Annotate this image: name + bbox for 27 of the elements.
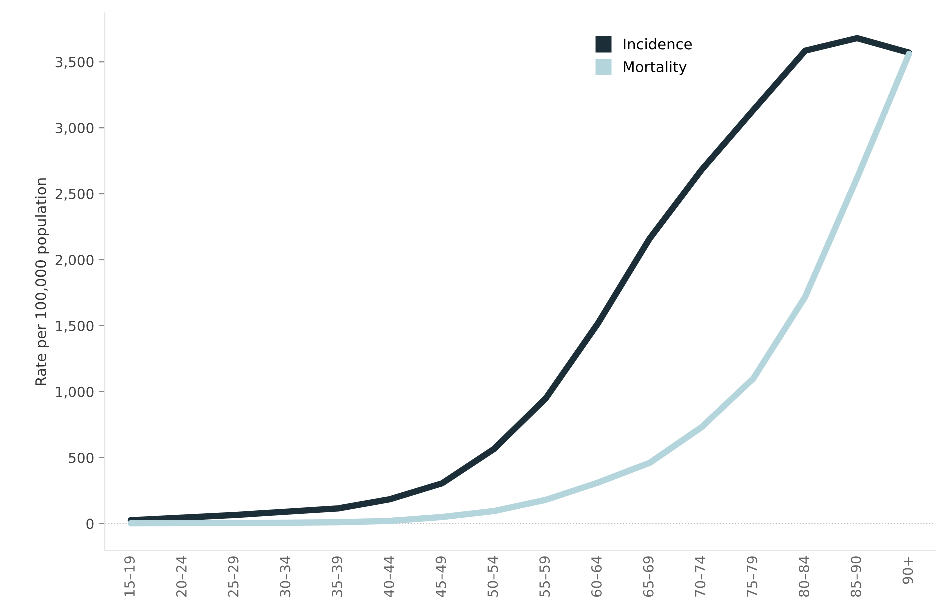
y-tick-label: 2,000 xyxy=(56,254,94,267)
legend-label: Mortality xyxy=(624,61,687,76)
x-tick-label: 15–19 xyxy=(124,556,136,596)
y-tick-label: 0 xyxy=(86,518,94,530)
x-tick-label: 55–59 xyxy=(540,556,550,597)
y-tick-label: 3,000 xyxy=(56,123,94,135)
legend-label: Incidence xyxy=(624,38,692,50)
x-tick-label: 30–34 xyxy=(280,556,291,597)
x-tick-label: 20–24 xyxy=(176,556,187,597)
x-tick-label: 75–79 xyxy=(747,556,758,597)
y-tick-label: 2,500 xyxy=(56,188,94,201)
x-tick-label: 25–29 xyxy=(228,556,239,597)
x-tick-label: 70–74 xyxy=(695,556,706,597)
x-tick-label: 85–90 xyxy=(850,556,862,598)
x-tick-label: 90+ xyxy=(902,557,914,584)
x-tick-label: 40–44 xyxy=(384,556,394,598)
x-tick-label: 80–84 xyxy=(799,556,810,598)
x-tick-label: 35–39 xyxy=(332,556,343,597)
y-tick-label: 3,500 xyxy=(56,57,94,69)
y-tick-label: 500 xyxy=(69,452,94,464)
y-tick-label: 1,000 xyxy=(56,386,94,399)
y-tick-label: 1,500 xyxy=(56,320,94,333)
x-tick-label: 50–54 xyxy=(488,556,498,597)
x-tick-label: 60–64 xyxy=(591,556,602,598)
y-axis-title: Rate per 100,000 population xyxy=(35,178,50,386)
x-tick-label: 45–49 xyxy=(436,556,446,598)
x-tick-label: 65–69 xyxy=(643,556,654,598)
